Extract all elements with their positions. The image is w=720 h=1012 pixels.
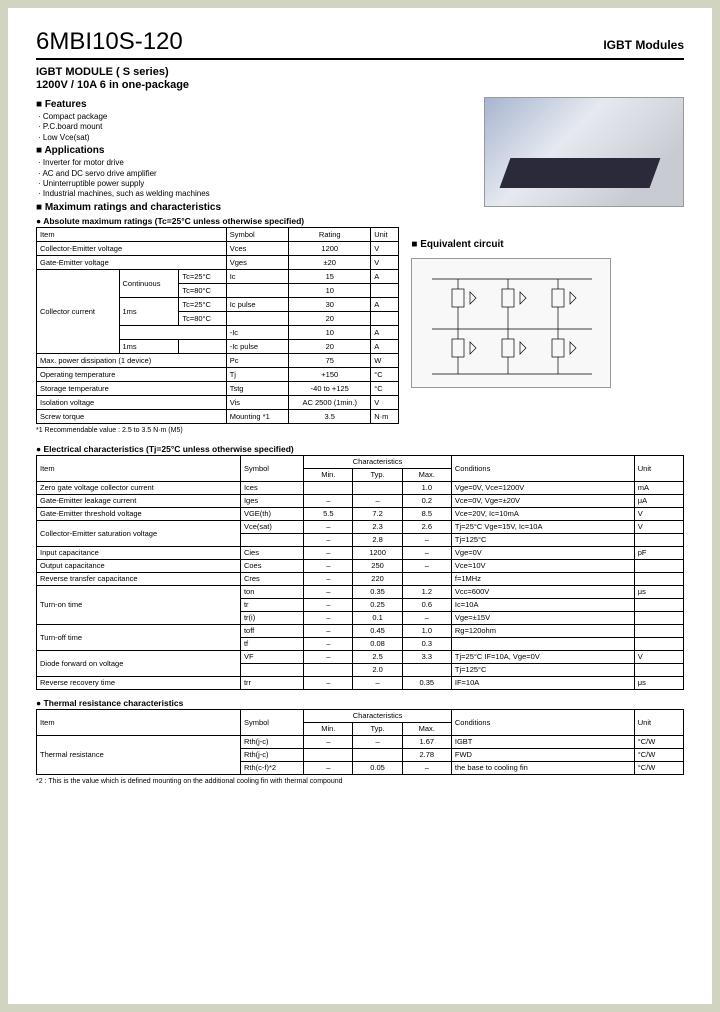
feature-item: Low Vce(sat) bbox=[38, 133, 399, 143]
equiv-circuit-diagram bbox=[411, 258, 611, 388]
col-unit: Unit bbox=[371, 227, 399, 241]
app-item: AC and DC servo drive amplifier bbox=[38, 169, 399, 179]
max-ratings-table: Item Symbol Rating Unit Collector-Emitte… bbox=[36, 227, 399, 424]
table-row: Reverse transfer capacitanceCres–220f=1M… bbox=[37, 572, 684, 585]
max-ratings-sub: Absolute maximum ratings (Tc=25°C unless… bbox=[36, 216, 399, 226]
app-item: Inverter for motor drive bbox=[38, 158, 399, 168]
feature-item: P.C.board mount bbox=[38, 122, 399, 132]
table-row: Turn-on timeton–0.351.2Vcc=600Vμs bbox=[37, 585, 684, 598]
table-row: Thermal resistanceRth(j-c)––1.67IGBT°C/W bbox=[37, 735, 684, 748]
app-item: Uninterruptible power supply bbox=[38, 179, 399, 189]
thermal-heading: Thermal resistance characteristics bbox=[36, 698, 684, 708]
elec-table: Item Symbol Characteristics Conditions U… bbox=[36, 455, 684, 690]
col-symbol: Symbol bbox=[226, 227, 289, 241]
thermal-table: Item Symbol Characteristics Conditions U… bbox=[36, 709, 684, 775]
table-row: Input capacitanceCies–1200–Vge=0VpF bbox=[37, 546, 684, 559]
col-item: Item bbox=[37, 227, 227, 241]
table-row: Diode forward on voltageVF–2.53.3Tj=25°C… bbox=[37, 650, 684, 663]
elec-heading: Electrical characteristics (Tj=25°C unle… bbox=[36, 444, 684, 454]
applications-heading: Applications bbox=[36, 145, 399, 156]
equiv-circuit-heading: Equivalent circuit bbox=[411, 239, 684, 250]
max-ratings-heading: Maximum ratings and characteristics bbox=[36, 202, 399, 213]
table-row: Gate-Emitter leakage currentIges––0.2Vce… bbox=[37, 494, 684, 507]
header-bar: 6MBI10S-120 IGBT Modules bbox=[36, 28, 684, 60]
features-heading: Features bbox=[36, 99, 399, 110]
subtitle-line2: 1200V / 10A 6 in one-package bbox=[36, 79, 684, 91]
module-type: IGBT Modules bbox=[603, 38, 684, 52]
table-row: Output capacitanceCoes–250–Vce=10V bbox=[37, 559, 684, 572]
table-row: Reverse recovery timetrr––0.35IF=10Aμs bbox=[37, 676, 684, 689]
thermal-footnote: *2 : This is the value which is defined … bbox=[36, 778, 684, 785]
table-row: Turn-off timetoff–0.451.0Rg=120ohm bbox=[37, 624, 684, 637]
feature-item: Compact package bbox=[38, 112, 399, 122]
max-ratings-footnote: *1 Recommendable value : 2.5 to 3.5 N·m … bbox=[36, 427, 399, 434]
table-row: Gate-Emitter threshold voltageVGE(th)5.5… bbox=[37, 507, 684, 520]
app-item: Industrial machines, such as welding mac… bbox=[38, 189, 399, 199]
subtitle-line1: IGBT MODULE ( S series) bbox=[36, 66, 684, 78]
col-rating: Rating bbox=[289, 227, 371, 241]
product-photo bbox=[484, 97, 684, 207]
table-row: Collector-Emitter saturation voltageVce(… bbox=[37, 520, 684, 533]
part-number: 6MBI10S-120 bbox=[36, 28, 183, 56]
table-row: Zero gate voltage collector currentIces1… bbox=[37, 481, 684, 494]
